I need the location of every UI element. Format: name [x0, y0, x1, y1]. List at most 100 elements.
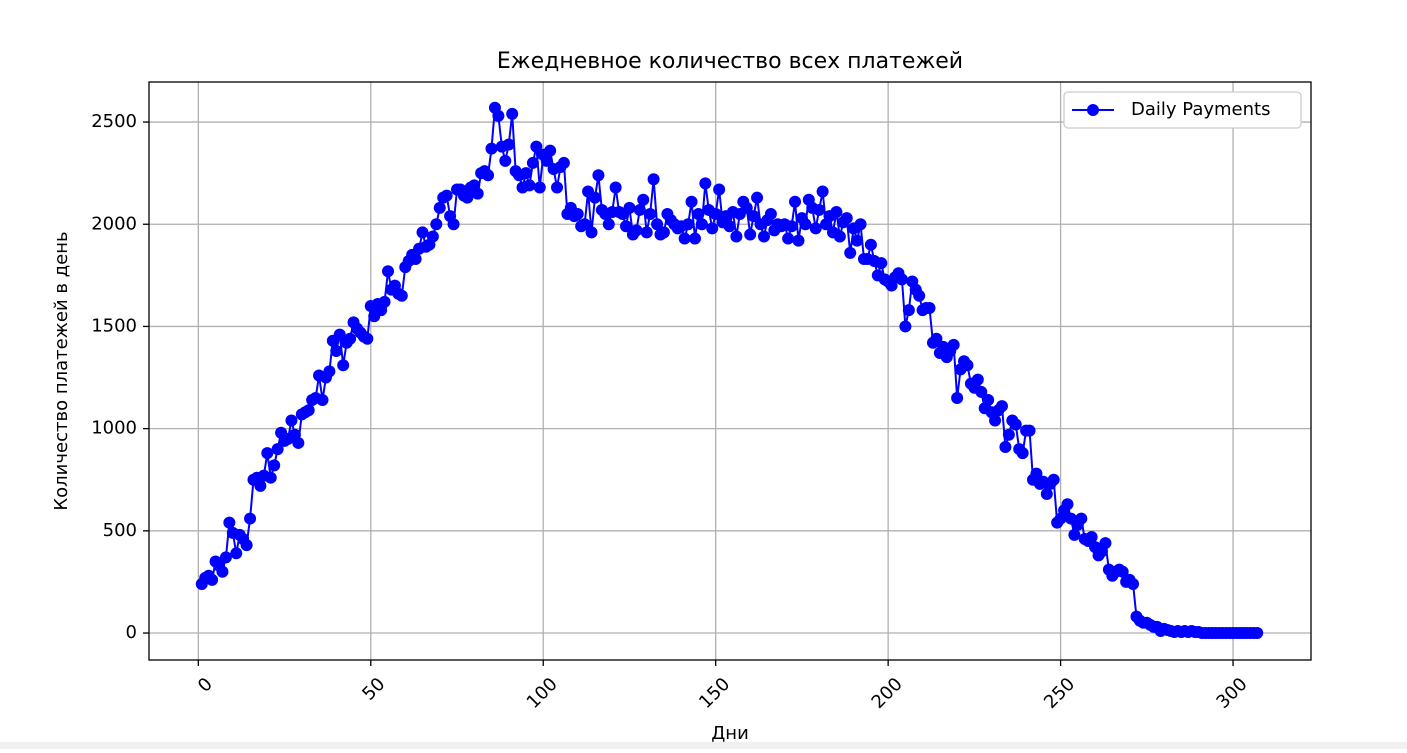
- data-point: [533, 181, 546, 194]
- data-point: [540, 154, 553, 167]
- data-point: [302, 404, 315, 417]
- data-point: [623, 201, 636, 214]
- chart-title: Ежедневное количество всех платежей: [497, 49, 963, 74]
- data-point: [751, 191, 764, 204]
- x-tick-label: 300: [1212, 674, 1251, 713]
- data-point: [382, 265, 395, 278]
- data-point: [461, 191, 474, 204]
- x-tick-label: 200: [868, 674, 907, 713]
- data-point: [792, 234, 805, 247]
- data-point: [268, 459, 281, 472]
- data-point: [416, 226, 429, 239]
- data-point: [913, 289, 926, 302]
- legend-label: Daily Payments: [1131, 99, 1270, 120]
- data-point: [651, 218, 664, 231]
- data-point: [602, 218, 615, 231]
- bottom-strip: [0, 742, 1407, 749]
- data-point: [961, 359, 974, 372]
- data-point: [951, 391, 964, 404]
- data-point: [492, 109, 505, 122]
- data-point: [692, 208, 705, 221]
- data-point: [578, 218, 591, 231]
- data-point: [261, 447, 274, 460]
- data-point: [809, 222, 822, 235]
- data-point: [361, 332, 374, 345]
- data-point: [333, 328, 346, 341]
- data-point: [1085, 530, 1098, 543]
- data-point: [1068, 528, 1081, 541]
- data-point: [678, 232, 691, 245]
- data-point: [344, 332, 357, 345]
- y-tick-label: 2000: [91, 213, 137, 234]
- data-point: [219, 551, 232, 564]
- data-point: [285, 414, 298, 427]
- data-point: [523, 179, 536, 192]
- data-point: [989, 414, 1002, 427]
- data-point: [1061, 498, 1074, 511]
- data-point: [647, 173, 660, 186]
- y-axis-label: Количество платежей в день: [51, 231, 72, 510]
- x-tick-label: 50: [358, 674, 389, 705]
- data-point: [713, 183, 726, 196]
- x-tick-label: 150: [695, 674, 734, 713]
- data-point: [206, 573, 219, 586]
- data-point: [1009, 418, 1022, 431]
- data-point: [995, 400, 1008, 413]
- data-point: [723, 220, 736, 233]
- y-tick-label: 500: [103, 520, 137, 541]
- data-point: [551, 181, 564, 194]
- data-point: [330, 344, 343, 357]
- data-point: [982, 394, 995, 407]
- data-point: [902, 304, 915, 317]
- data-point: [682, 218, 695, 231]
- data-point: [1002, 428, 1015, 441]
- data-point: [1040, 488, 1053, 501]
- data-point: [1116, 565, 1129, 578]
- data-point: [875, 257, 888, 270]
- data-point: [657, 226, 670, 239]
- data-point: [323, 365, 336, 378]
- data-point: [264, 471, 277, 484]
- data-point: [764, 208, 777, 221]
- data-point: [571, 208, 584, 221]
- data-point: [230, 547, 243, 560]
- data-point: [499, 154, 512, 167]
- data-point: [244, 512, 257, 525]
- data-point: [530, 140, 543, 153]
- data-point: [1099, 537, 1112, 550]
- data-point: [830, 205, 843, 218]
- data-point: [999, 441, 1012, 454]
- data-point: [378, 295, 391, 308]
- data-point: [637, 193, 650, 206]
- data-point: [440, 189, 453, 202]
- data-point: [699, 177, 712, 190]
- data-point: [316, 394, 329, 407]
- data-point: [844, 246, 857, 259]
- data-point: [757, 230, 770, 243]
- data-point: [1251, 627, 1264, 640]
- data-point: [930, 332, 943, 345]
- data-point: [1030, 467, 1043, 480]
- data-point: [833, 230, 846, 243]
- x-tick-label: 250: [1040, 674, 1079, 713]
- data-point: [337, 359, 350, 372]
- data-point: [851, 234, 864, 247]
- data-point: [1023, 424, 1036, 437]
- data-point: [482, 169, 495, 182]
- data-point: [271, 443, 284, 456]
- data-point: [747, 210, 760, 223]
- data-point: [1127, 577, 1140, 590]
- data-point: [799, 218, 812, 231]
- data-point: [519, 167, 532, 180]
- data-point: [709, 208, 722, 221]
- data-point: [730, 230, 743, 243]
- data-point: [544, 144, 557, 157]
- data-point: [813, 203, 826, 216]
- x-tick-label: 0: [194, 674, 217, 697]
- data-point: [971, 373, 984, 386]
- data-point: [1075, 512, 1088, 525]
- y-tick-label: 1500: [91, 315, 137, 336]
- data-point: [471, 187, 484, 200]
- data-point: [644, 208, 657, 221]
